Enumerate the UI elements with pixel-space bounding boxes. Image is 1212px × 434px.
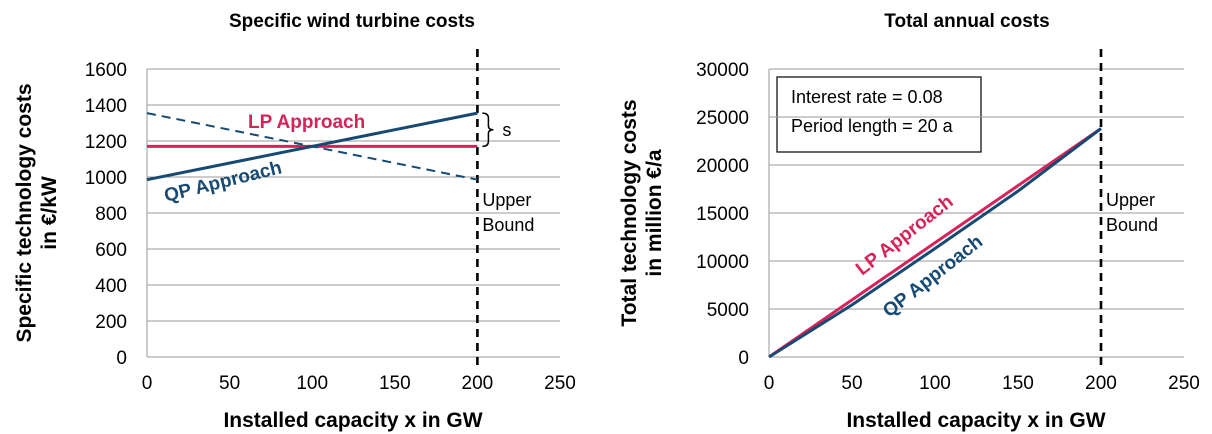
chart2-x-tick-label: 50 [841, 373, 862, 394]
chart1-title: Specific wind turbine costs [229, 11, 475, 32]
chart2-x-tick-label: 100 [919, 373, 951, 394]
chart1-upper-bound-label-line2: Bound [482, 215, 534, 235]
chart2-x-tick-label: 150 [1002, 373, 1034, 394]
chart1-y-axis-label-line1: Specific technology costs [13, 83, 36, 342]
chart1-upper-bound-label-line1: Upper [482, 190, 531, 210]
chart1-x-tick-label: 200 [462, 373, 494, 394]
chart2-upper-bound-label-line2: Bound [1106, 215, 1158, 235]
chart2-y-axis-label-line2: in million €/a [643, 149, 666, 277]
chart1-s-label: s [502, 120, 511, 140]
chart1-x-tick-label: 0 [142, 373, 153, 394]
chart2-series-qp-approach [768, 127, 1102, 359]
chart2-y-tick-label: 25000 [696, 108, 749, 129]
chart1-y-tick-label: 600 [95, 240, 127, 261]
chart2-x-tick-label: 200 [1085, 373, 1117, 394]
chart1-y-tick-label: 800 [95, 204, 127, 225]
chart2-y-tick-label: 20000 [696, 156, 749, 177]
chart1-x-tick-label: 150 [379, 373, 411, 394]
chart2-title: Total annual costs [884, 11, 1049, 32]
chart1-lp-label: LP Approach [248, 112, 365, 133]
chart2-y-tick-label: 5000 [707, 300, 749, 321]
chart1-y-tick-label: 1000 [85, 168, 127, 189]
chart1-x-axis-label: Installed capacity x in GW [223, 409, 482, 432]
chart2-upper-bound-label-line1: Upper [1106, 190, 1155, 210]
chart2-y-tick-label: 0 [738, 348, 749, 369]
chart1-s-bracket [482, 112, 494, 148]
chart2-y-tick-label: 30000 [696, 60, 749, 81]
chart1-series-mirror-dashed [146, 112, 478, 181]
chart2-info-period-length: Period length = 20 a [791, 116, 954, 136]
chart2-series-lp-approach [768, 127, 1102, 359]
chart2-y-axis-label-line1: Total technology costs [618, 99, 641, 326]
chart1-y-tick-label: 0 [116, 348, 127, 369]
chart1-y-tick-label: 200 [95, 312, 127, 333]
chart2-x-tick-label: 250 [1168, 373, 1200, 394]
chart1-x-tick-label: 250 [544, 373, 576, 394]
chart1-y-tick-label: 1400 [85, 96, 127, 117]
chart1-x-tick-label: 50 [219, 373, 240, 394]
chart2-y-tick-label: 15000 [696, 204, 749, 225]
chart2-info-box [776, 76, 982, 153]
chart1-x-tick-label: 100 [296, 373, 328, 394]
chart1-y-tick-label: 1600 [85, 60, 127, 81]
chart1-y-tick-label: 1200 [85, 132, 127, 153]
chart1-y-tick-label: 400 [95, 276, 127, 297]
chart2-x-axis-label: Installed capacity x in GW [846, 409, 1105, 432]
chart1-y-axis-label-line2: in €/kW [38, 176, 61, 250]
chart2-x-tick-label: 0 [764, 373, 775, 394]
chart2-info-interest-rate: Interest rate = 0.08 [791, 87, 943, 107]
chart2-y-tick-label: 10000 [696, 252, 749, 273]
